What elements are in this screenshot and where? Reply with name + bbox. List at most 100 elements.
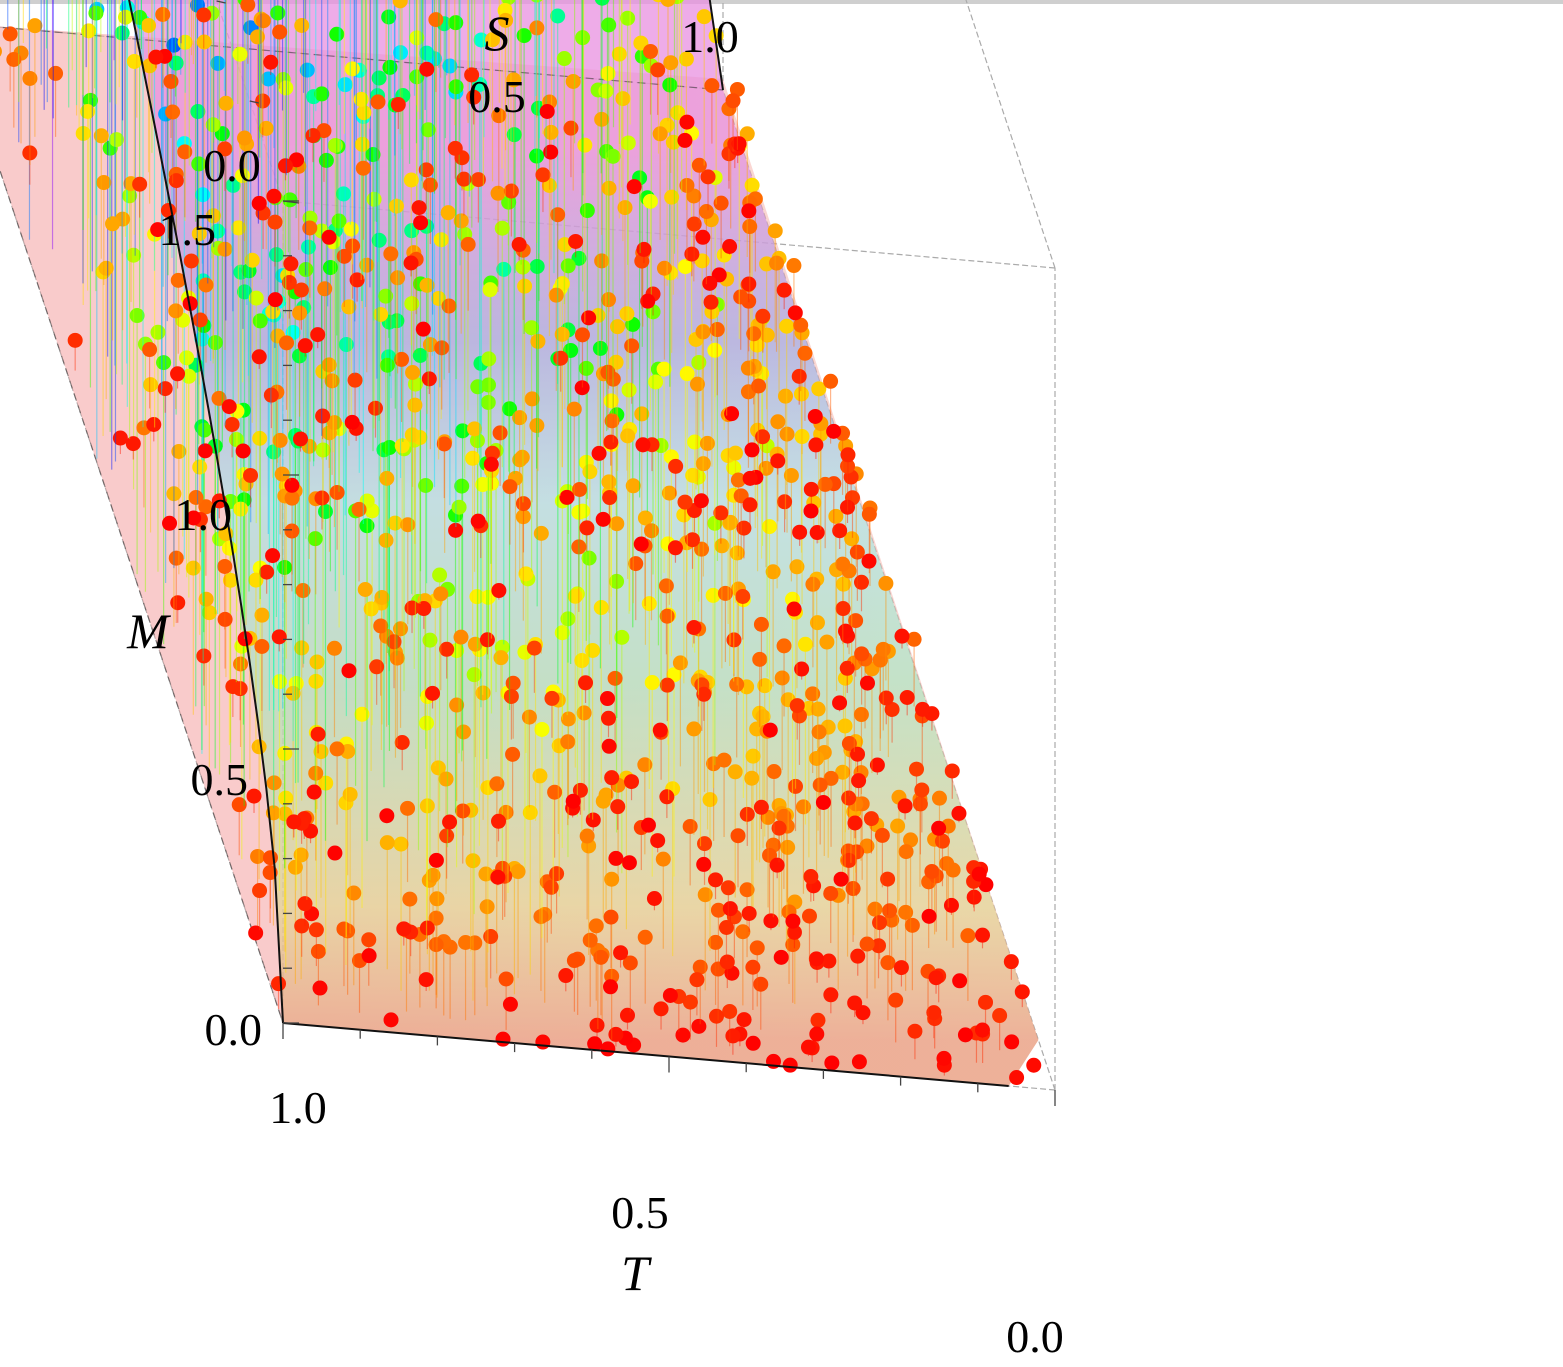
data-point — [469, 589, 485, 605]
data-point — [924, 863, 940, 879]
data-point — [265, 548, 281, 564]
data-point — [373, 618, 389, 634]
data-point — [851, 1054, 867, 1070]
data-point — [318, 775, 334, 791]
data-point — [122, 188, 138, 204]
data-point — [400, 517, 416, 533]
data-point — [899, 689, 915, 705]
data-point — [271, 629, 287, 645]
data-point — [697, 836, 713, 852]
axis-ticks — [216, 0, 1056, 1106]
data-point — [481, 351, 497, 367]
data-point — [371, 70, 387, 86]
data-point — [634, 253, 650, 269]
data-point — [571, 539, 587, 555]
data-point — [591, 445, 607, 461]
data-point — [88, 5, 104, 21]
data-point — [365, 147, 381, 163]
data-point — [776, 808, 792, 824]
data-point — [326, 415, 342, 431]
data-point — [482, 282, 498, 298]
data-point — [609, 573, 625, 589]
data-point — [662, 987, 678, 1003]
data-point — [617, 200, 633, 216]
data-point — [105, 216, 121, 232]
x-tick-label: 0.5 — [611, 1187, 669, 1238]
data-point — [517, 278, 533, 294]
data-point — [181, 368, 197, 384]
data-point — [378, 288, 394, 304]
data-point — [835, 601, 851, 617]
data-point — [753, 616, 769, 632]
data-point — [724, 406, 740, 422]
data-point — [656, 260, 672, 276]
data-point — [576, 705, 592, 721]
data-point — [643, 523, 659, 539]
data-point — [361, 948, 377, 964]
data-point — [729, 676, 745, 692]
data-point — [475, 477, 491, 493]
data-point — [67, 332, 83, 348]
data-point — [833, 871, 849, 887]
data-point — [600, 710, 616, 726]
data-point — [755, 429, 771, 445]
data-point — [774, 670, 790, 686]
data-point — [735, 589, 751, 605]
data-point — [553, 350, 569, 366]
data-point — [840, 458, 856, 474]
data-point — [224, 416, 240, 432]
data-point — [342, 786, 358, 802]
data-point — [803, 481, 819, 497]
data-point — [415, 321, 431, 337]
data-point — [454, 478, 470, 494]
data-point — [294, 918, 310, 934]
data-point — [926, 1005, 942, 1021]
data-point — [766, 764, 782, 780]
data-point — [610, 799, 626, 815]
data-point — [835, 764, 851, 780]
data-point — [726, 632, 742, 648]
data-point — [356, 105, 372, 121]
data-point — [277, 559, 293, 575]
data-point — [425, 867, 441, 883]
x-tick-label: 0.0 — [1006, 1311, 1064, 1362]
data-point — [518, 566, 534, 582]
data-point — [689, 972, 705, 988]
data-point — [511, 237, 527, 253]
data-point — [418, 972, 434, 988]
x-tick-label: 1.0 — [269, 1082, 327, 1133]
data-point — [713, 195, 729, 211]
data-point — [840, 499, 856, 515]
data-point — [125, 436, 141, 452]
data-point — [315, 442, 331, 458]
data-point — [465, 450, 481, 466]
data-point — [2, 26, 18, 42]
data-point — [455, 724, 471, 740]
data-point — [343, 221, 359, 237]
data-point — [254, 607, 270, 623]
data-point — [952, 973, 968, 989]
data-point — [809, 750, 825, 766]
data-point — [439, 641, 455, 657]
data-point — [210, 223, 226, 239]
data-point — [81, 23, 97, 39]
data-point — [776, 638, 792, 654]
data-point — [434, 340, 450, 356]
data-point — [217, 241, 233, 257]
data-point — [700, 169, 716, 185]
data-point — [679, 114, 695, 130]
data-point — [847, 995, 863, 1011]
data-point — [601, 180, 617, 196]
data-point — [289, 152, 305, 168]
data-point — [433, 232, 449, 248]
data-point — [752, 651, 768, 667]
data-point — [502, 996, 518, 1012]
data-point — [607, 670, 623, 686]
data-point — [650, 833, 666, 849]
data-point — [117, 9, 133, 25]
data-point — [547, 784, 563, 800]
data-point — [554, 625, 570, 641]
data-point — [422, 337, 438, 353]
data-point — [853, 574, 869, 590]
data-point — [394, 735, 410, 751]
